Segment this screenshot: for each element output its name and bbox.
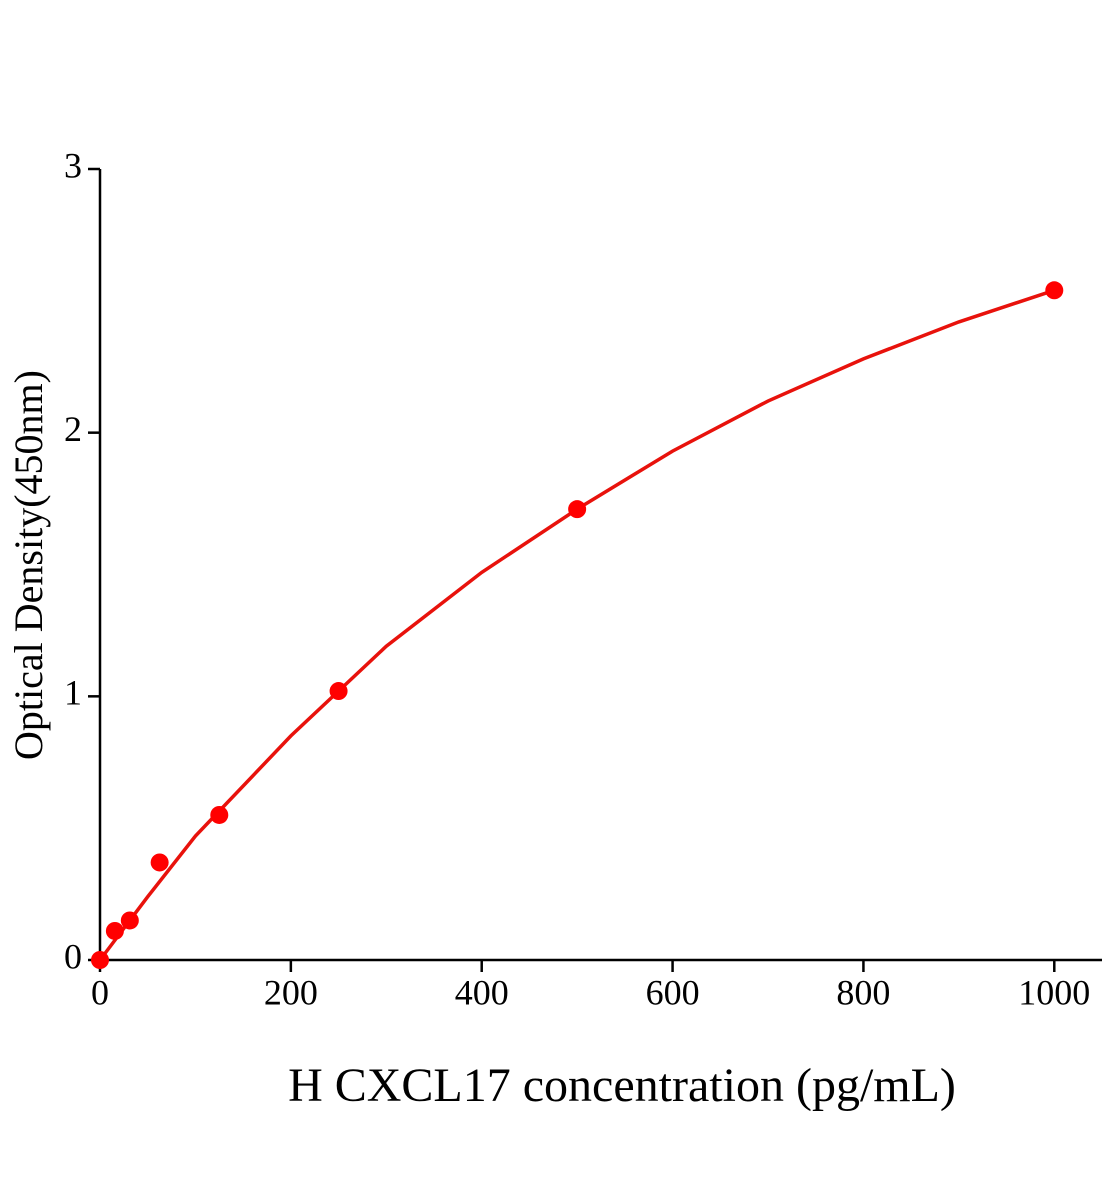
- data-point: [150, 853, 169, 872]
- y-tick-label: 0: [64, 936, 82, 976]
- data-point: [329, 682, 348, 701]
- y-axis-label: Optical Density(450nm): [6, 370, 51, 760]
- x-tick-label: 400: [455, 972, 509, 1012]
- x-tick-label: 1000: [1018, 972, 1090, 1012]
- fit-curve: [98, 288, 1055, 962]
- data-point: [1045, 281, 1064, 300]
- x-tick-label: 600: [646, 972, 700, 1012]
- x-axis-label: H CXCL17 concentration (pg/mL): [288, 1059, 956, 1112]
- y-tick-label: 3: [64, 145, 82, 185]
- y-tick-label: 1: [64, 673, 82, 713]
- data-point: [105, 921, 124, 940]
- data-point: [91, 951, 109, 969]
- data-point: [210, 805, 229, 824]
- x-tick-label: 200: [264, 972, 318, 1012]
- y-tick-label: 2: [64, 409, 82, 449]
- data-point: [568, 500, 587, 519]
- x-tick-label: 800: [836, 972, 890, 1012]
- x-tick-label: 0: [91, 972, 109, 1012]
- data-point: [120, 911, 139, 930]
